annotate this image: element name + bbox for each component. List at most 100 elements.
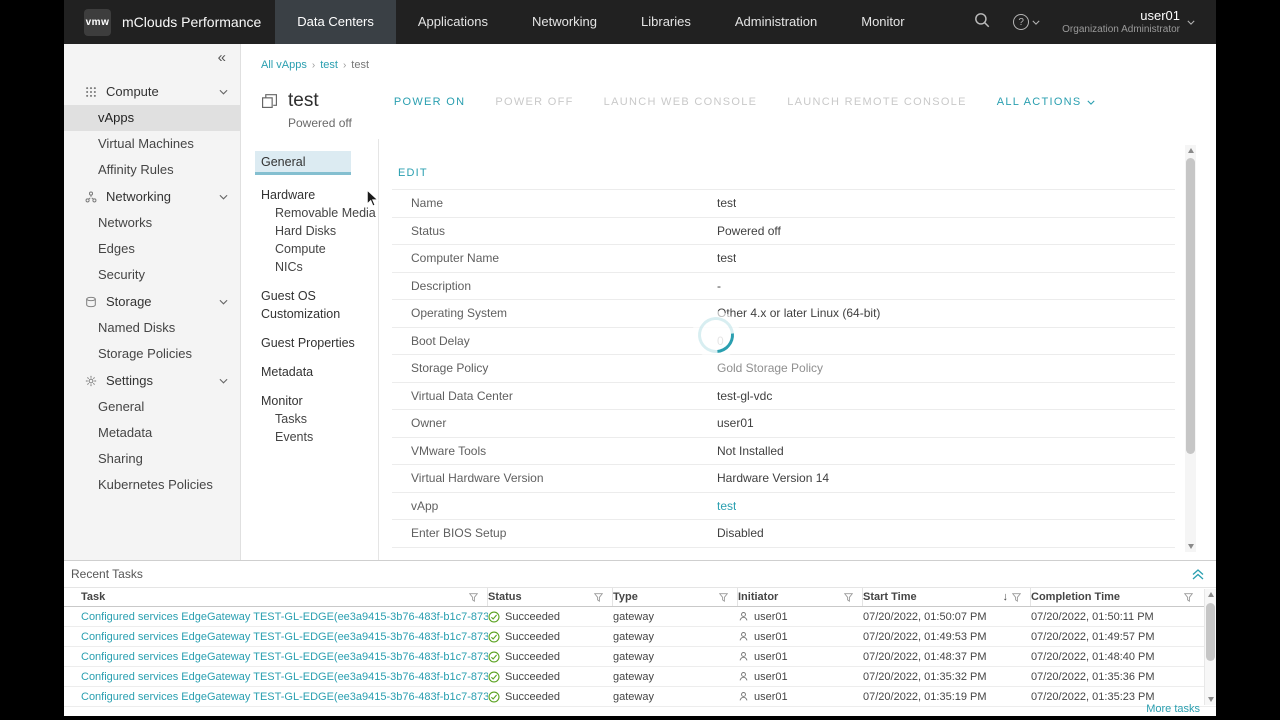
subnav-nics[interactable]: NICs bbox=[275, 260, 303, 274]
filter-icon[interactable] bbox=[844, 592, 853, 602]
sidebar-collapse-button[interactable]: « bbox=[64, 44, 240, 70]
column-status[interactable]: Status bbox=[488, 588, 613, 606]
subnav-compute[interactable]: Compute bbox=[275, 242, 326, 256]
edit-button[interactable]: EDIT bbox=[398, 167, 428, 179]
subnav-metadata[interactable]: Metadata bbox=[261, 365, 314, 379]
subnav-monitor[interactable]: Monitor bbox=[261, 394, 303, 408]
network-icon bbox=[84, 191, 97, 203]
task-initiator: user01 bbox=[754, 670, 788, 683]
filter-icon[interactable] bbox=[1184, 592, 1193, 602]
all-actions-button[interactable]: ALL ACTIONS bbox=[997, 96, 1095, 108]
vapp-action-bar: POWER ON POWER OFF LAUNCH WEB CONSOLE LA… bbox=[394, 96, 1095, 108]
subnav-removable-media[interactable]: Removable Media bbox=[275, 206, 376, 220]
sidebar-item-named-disks[interactable]: Named Disks bbox=[98, 320, 176, 335]
help-menu[interactable]: ? bbox=[1013, 14, 1040, 30]
sidebar-group-storage[interactable]: Storage bbox=[64, 288, 240, 315]
task-type: gateway bbox=[613, 630, 654, 643]
topnav-networking[interactable]: Networking bbox=[531, 14, 598, 29]
topbar-right: ? user01 Organization Administrator bbox=[973, 8, 1195, 37]
detail-row-vapp: vApp test bbox=[392, 493, 1175, 520]
vmware-logo[interactable]: vmw bbox=[84, 8, 111, 36]
vapp-link[interactable]: test bbox=[717, 498, 737, 513]
search-icon[interactable] bbox=[973, 11, 991, 34]
topnav-applications[interactable]: Applications bbox=[417, 14, 488, 29]
gear-icon bbox=[84, 375, 97, 387]
filter-icon[interactable] bbox=[1012, 592, 1021, 602]
subnav-hardware[interactable]: Hardware bbox=[261, 188, 316, 202]
sort-descending-icon[interactable]: ↓ bbox=[1002, 591, 1009, 603]
chevron-down-icon bbox=[219, 89, 228, 95]
subnav-general[interactable]: General bbox=[255, 151, 351, 175]
sidebar-item-edges[interactable]: Edges bbox=[98, 241, 135, 256]
sidebar-item-networks[interactable]: Networks bbox=[98, 215, 153, 230]
success-check-icon bbox=[488, 670, 500, 683]
topnav-administration[interactable]: Administration bbox=[734, 14, 818, 29]
chevron-down-icon bbox=[1032, 20, 1040, 25]
user-icon bbox=[739, 692, 748, 701]
tasks-scrollbar[interactable] bbox=[1204, 589, 1216, 705]
sidebar-item-security[interactable]: Security bbox=[98, 267, 145, 282]
task-link[interactable]: Configured services EdgeGateway TEST-GL-… bbox=[81, 650, 488, 663]
column-completion-time[interactable]: Completion Time bbox=[1031, 588, 1202, 606]
details-scrollbar[interactable] bbox=[1185, 145, 1196, 552]
filter-icon[interactable] bbox=[594, 592, 603, 602]
sidebar-item-kubernetes-policies[interactable]: Kubernetes Policies bbox=[98, 477, 213, 492]
tasks-collapse-button[interactable] bbox=[1192, 568, 1204, 580]
more-tasks-link[interactable]: More tasks bbox=[1146, 703, 1200, 715]
task-completion-time: 07/20/2022, 01:35:36 PM bbox=[1031, 670, 1155, 683]
sidebar-item-affinity-rules[interactable]: Affinity Rules bbox=[98, 162, 174, 177]
subnav-tasks[interactable]: Tasks bbox=[275, 412, 307, 426]
vapp-title-block: test Powered off bbox=[288, 89, 352, 130]
scroll-up-arrow[interactable] bbox=[1185, 145, 1196, 156]
subnav-guest-properties[interactable]: Guest Properties bbox=[261, 336, 355, 350]
sidebar-group-settings[interactable]: Settings bbox=[64, 367, 240, 394]
topnav-libraries[interactable]: Libraries bbox=[641, 14, 691, 29]
sidebar-group-compute[interactable]: Compute bbox=[64, 78, 240, 105]
sidebar-item-vapps[interactable]: vApps bbox=[64, 105, 240, 131]
sidebar-item-sharing[interactable]: Sharing bbox=[98, 451, 143, 466]
topnav-monitor[interactable]: Monitor bbox=[861, 14, 905, 29]
task-link[interactable]: Configured services EdgeGateway TEST-GL-… bbox=[81, 690, 488, 703]
user-menu[interactable]: user01 Organization Administrator bbox=[1062, 8, 1195, 37]
task-initiator: user01 bbox=[754, 650, 788, 663]
recent-tasks-header: Recent Tasks bbox=[64, 561, 1216, 588]
column-type[interactable]: Type bbox=[613, 588, 738, 606]
scrollbar-thumb[interactable] bbox=[1186, 158, 1195, 454]
power-on-button[interactable]: POWER ON bbox=[393, 96, 466, 108]
filter-icon[interactable] bbox=[719, 592, 728, 602]
sidebar-group-networking[interactable]: Networking bbox=[64, 183, 240, 210]
scroll-down-arrow[interactable] bbox=[1185, 541, 1196, 552]
task-link[interactable]: Configured services EdgeGateway TEST-GL-… bbox=[81, 670, 488, 683]
subnav-guest-os-customization[interactable]: Guest OS Customization bbox=[261, 289, 341, 321]
column-task[interactable]: Task bbox=[64, 588, 488, 606]
user-role: Organization Administrator bbox=[1062, 23, 1180, 35]
sidebar-item-metadata[interactable]: Metadata bbox=[98, 425, 153, 440]
task-start-time: 07/20/2022, 01:49:53 PM bbox=[863, 630, 987, 643]
sidebar-item-storage-policies[interactable]: Storage Policies bbox=[98, 346, 192, 361]
user-info: user01 Organization Administrator bbox=[1062, 8, 1180, 37]
task-link[interactable]: Configured services EdgeGateway TEST-GL-… bbox=[81, 630, 488, 643]
collapse-icon: « bbox=[217, 48, 226, 66]
task-link[interactable]: Configured services EdgeGateway TEST-GL-… bbox=[81, 610, 488, 623]
sidebar-item-virtual-machines[interactable]: Virtual Machines bbox=[98, 136, 194, 151]
scroll-up-arrow[interactable] bbox=[1205, 589, 1216, 600]
breadcrumb-current: test bbox=[351, 59, 370, 71]
tasks-column-header: Task Status Type Initiator Start Time ↓ bbox=[64, 588, 1216, 607]
vapp-header: test Powered off POWER ON POWER OFF LAUN… bbox=[241, 89, 1216, 139]
breadcrumb-vapp[interactable]: test bbox=[320, 59, 338, 71]
column-initiator[interactable]: Initiator bbox=[738, 588, 863, 606]
subnav-hard-disks[interactable]: Hard Disks bbox=[275, 224, 337, 238]
task-start-time: 07/20/2022, 01:35:32 PM bbox=[863, 670, 987, 683]
task-type: gateway bbox=[613, 650, 654, 663]
subnav-events[interactable]: Events bbox=[275, 430, 314, 444]
breadcrumb-all-vapps[interactable]: All vApps bbox=[261, 59, 307, 71]
scroll-down-arrow[interactable] bbox=[1205, 694, 1216, 705]
topnav-data-centers[interactable]: Data Centers bbox=[275, 0, 396, 44]
filter-icon[interactable] bbox=[469, 592, 478, 602]
scrollbar-thumb[interactable] bbox=[1206, 603, 1215, 661]
storage-disk-icon bbox=[84, 296, 97, 308]
sidebar-item-general[interactable]: General bbox=[98, 399, 145, 414]
column-start-time[interactable]: Start Time ↓ bbox=[863, 588, 1031, 606]
task-completion-time: 07/20/2022, 01:49:57 PM bbox=[1031, 630, 1155, 643]
breadcrumb-separator: › bbox=[311, 60, 316, 71]
